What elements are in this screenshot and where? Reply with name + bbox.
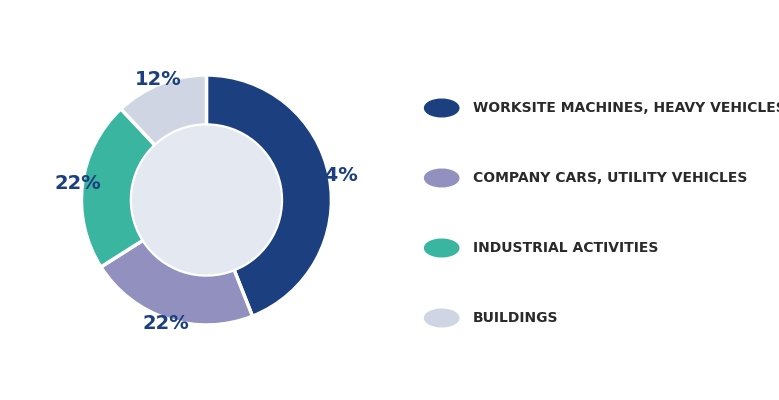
Wedge shape	[82, 109, 155, 267]
Text: 12%: 12%	[136, 70, 182, 89]
Text: COMPANY CARS, UTILITY VEHICLES: COMPANY CARS, UTILITY VEHICLES	[473, 171, 747, 185]
Text: INDUSTRIAL ACTIVITIES: INDUSTRIAL ACTIVITIES	[473, 241, 658, 255]
Wedge shape	[101, 240, 252, 325]
Circle shape	[132, 126, 280, 274]
Text: 22%: 22%	[143, 314, 189, 333]
Text: 44%: 44%	[311, 166, 358, 185]
Text: BUILDINGS: BUILDINGS	[473, 311, 559, 325]
Text: WORKSITE MACHINES, HEAVY VEHICLES: WORKSITE MACHINES, HEAVY VEHICLES	[473, 101, 779, 115]
Text: 22%: 22%	[54, 174, 100, 193]
Wedge shape	[206, 75, 331, 316]
Wedge shape	[121, 75, 206, 145]
